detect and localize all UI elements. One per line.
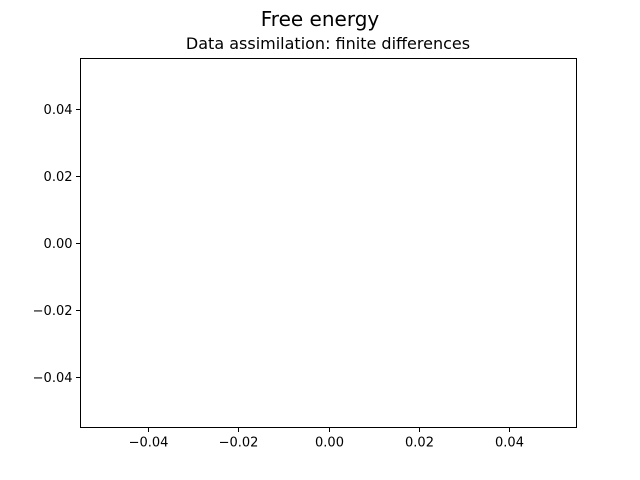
axes-frame bbox=[80, 58, 577, 428]
y-tick-label: 0.02 bbox=[44, 170, 73, 185]
x-axis: −0.04 −0.02 0.00 0.02 0.04 bbox=[129, 427, 524, 451]
y-tick-label: 0.00 bbox=[44, 237, 73, 252]
y-axis: −0.04 −0.02 0.00 0.02 0.04 bbox=[33, 103, 81, 386]
axes-title: Data assimilation: finite differences bbox=[186, 34, 470, 53]
y-tick-label: 0.04 bbox=[44, 103, 73, 118]
figure-title: Free energy bbox=[261, 7, 380, 31]
x-tick-label: 0.04 bbox=[495, 436, 524, 451]
x-tick-label: 0.02 bbox=[405, 436, 434, 451]
x-tick-label: 0.00 bbox=[315, 436, 344, 451]
x-tick-label: −0.04 bbox=[129, 436, 169, 451]
y-tick-label: −0.04 bbox=[33, 371, 73, 386]
y-tick-label: −0.02 bbox=[33, 304, 73, 319]
x-tick-label: −0.02 bbox=[219, 436, 259, 451]
